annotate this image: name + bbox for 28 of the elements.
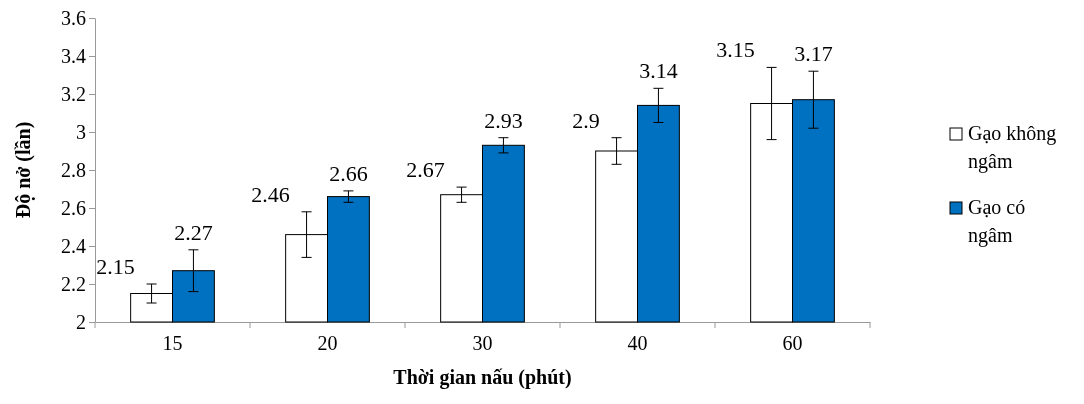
data-label: 2.15 [96, 254, 135, 279]
data-label: 2.46 [251, 181, 290, 207]
y-tick-label: 2.8 [61, 158, 86, 181]
data-label: 2.66 [329, 160, 368, 186]
data-label: 3.14 [639, 58, 678, 84]
y-tick-label: 2.6 [61, 196, 86, 219]
y-tick-label: 3.2 [61, 82, 86, 105]
y-tick-label: 2.2 [61, 272, 86, 295]
legend-label: Gạo có ngâm [968, 196, 1026, 247]
y-tick-label: 2 [76, 310, 86, 333]
x-tick-label: 20 [317, 332, 338, 355]
data-label: 3.15 [716, 37, 755, 63]
y-axis-title: Độ nở (lần) [12, 121, 35, 219]
x-axis-title: Thời gian nấu (phút) [393, 366, 572, 389]
data-label: 2.9 [572, 107, 600, 133]
y-tick-label: 2.4 [61, 234, 86, 257]
x-tick-label: 15 [162, 332, 183, 355]
x-tick-label: 60 [782, 332, 803, 355]
y-tick-label: 3.6 [61, 6, 86, 29]
data-label: 2.67 [406, 157, 445, 183]
y-tick-label: 3.4 [61, 44, 86, 67]
y-tick-label: 3 [76, 120, 86, 143]
legend-label: Gạo không ngâm [968, 122, 1057, 173]
x-tick-label: 40 [627, 332, 648, 355]
data-label: 3.17 [794, 41, 833, 67]
data-label: 2.27 [174, 219, 213, 245]
x-tick-label: 30 [472, 332, 493, 355]
data-label: 2.93 [484, 107, 523, 133]
